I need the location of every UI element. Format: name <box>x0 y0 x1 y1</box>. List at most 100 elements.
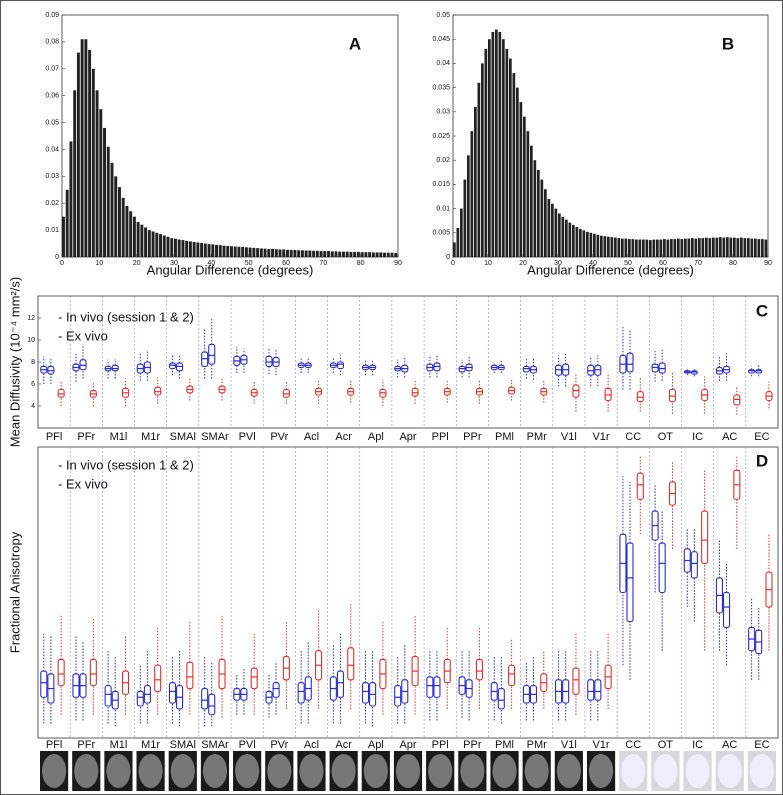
bar <box>589 232 593 257</box>
bar <box>568 222 572 257</box>
bar <box>666 239 670 257</box>
bar <box>84 39 88 258</box>
bar <box>278 249 282 257</box>
bar <box>73 90 77 258</box>
bar <box>533 160 537 257</box>
bar <box>118 187 121 257</box>
thumbnail-brain <box>395 754 421 788</box>
bar <box>144 227 148 257</box>
bar <box>188 241 192 257</box>
bar <box>565 219 568 257</box>
y-tick-label: 0.04 <box>436 60 450 67</box>
bar <box>334 251 338 257</box>
box <box>394 685 402 707</box>
bar <box>132 216 136 257</box>
bar <box>256 248 260 257</box>
bar <box>491 31 495 257</box>
bar <box>259 248 263 257</box>
x-tick-label: Acr <box>335 431 352 443</box>
box <box>57 658 65 687</box>
x-axis-label: Angular Difference (degrees) <box>147 262 314 277</box>
bar <box>596 234 600 257</box>
box <box>594 679 602 701</box>
bar <box>106 146 110 257</box>
bar <box>673 239 677 257</box>
x-tick-label: PFl <box>46 739 63 751</box>
box <box>40 670 48 698</box>
bar <box>319 251 323 257</box>
bar <box>638 239 642 257</box>
box <box>658 542 666 594</box>
bar <box>631 239 635 257</box>
bar <box>364 252 368 257</box>
x-tick-label: 30 <box>170 260 178 267</box>
bar <box>244 247 248 257</box>
bar <box>353 251 357 257</box>
x-tick-label: Apr <box>399 739 416 751</box>
y-tick-label: 4 <box>31 403 35 410</box>
x-tick-label: AC <box>722 431 737 443</box>
bar <box>628 239 631 257</box>
bar <box>263 248 267 257</box>
bar <box>300 250 304 257</box>
y-tick-label: 0.04 <box>45 146 59 153</box>
thumbnail-brain <box>653 754 678 788</box>
bar <box>315 250 319 257</box>
bar <box>719 237 722 257</box>
thumbnail-brain <box>42 754 67 788</box>
bar <box>586 231 589 257</box>
bar <box>99 109 103 257</box>
bar <box>470 131 474 257</box>
bar <box>610 237 614 257</box>
x-tick-label: 50 <box>245 260 253 267</box>
panel-letter: C <box>756 301 768 320</box>
x-axis-label: Angular Difference (degrees) <box>527 262 694 277</box>
thumbnail-brain <box>267 754 292 788</box>
x-tick-label: SMAl <box>170 431 196 443</box>
y-tick-label: 6 <box>31 381 35 388</box>
x-tick-label: PVr <box>270 739 288 751</box>
box <box>626 352 634 373</box>
y-tick-label: 0.06 <box>45 93 59 100</box>
box <box>497 687 505 710</box>
bar <box>677 238 680 257</box>
x-tick-label: V1r <box>592 739 609 751</box>
x-tick-label: Apr <box>399 431 416 443</box>
bar <box>371 252 375 257</box>
bar <box>705 237 708 257</box>
bar <box>645 239 649 257</box>
thumbnail-brain <box>331 754 356 788</box>
bar <box>390 252 394 257</box>
x-tick-label: IC <box>692 739 703 751</box>
bar <box>196 242 200 257</box>
y-tick-label: 0 <box>55 254 59 261</box>
x-tick-label: M1l <box>110 739 128 751</box>
box <box>168 682 177 704</box>
x-tick-label: Acr <box>335 739 352 751</box>
bar <box>621 238 624 257</box>
bar <box>701 238 705 257</box>
x-tick-label: V1l <box>561 739 577 751</box>
y-axis-label: Fractional Anisotropy <box>7 531 22 653</box>
bar <box>547 198 551 257</box>
box <box>347 647 355 681</box>
bar <box>203 243 207 257</box>
bar <box>237 246 241 257</box>
bar <box>761 239 764 257</box>
bar <box>624 238 628 257</box>
x-tick-label: OT <box>658 739 674 751</box>
bar <box>572 225 575 257</box>
x-tick-label: 90 <box>394 260 402 267</box>
y-tick-label: 0.015 <box>432 181 450 188</box>
bar <box>656 239 659 257</box>
bar <box>537 169 540 257</box>
x-tick-label: IC <box>692 431 703 443</box>
y-tick-label: 10 <box>27 337 35 344</box>
x-tick-label: 20 <box>519 260 527 267</box>
y-tick-label: 8 <box>31 359 35 366</box>
bar <box>481 63 484 258</box>
x-tick-label: PPr <box>463 739 482 751</box>
bar <box>540 179 544 257</box>
thumbnail-brain <box>235 754 260 788</box>
bar <box>110 162 114 257</box>
